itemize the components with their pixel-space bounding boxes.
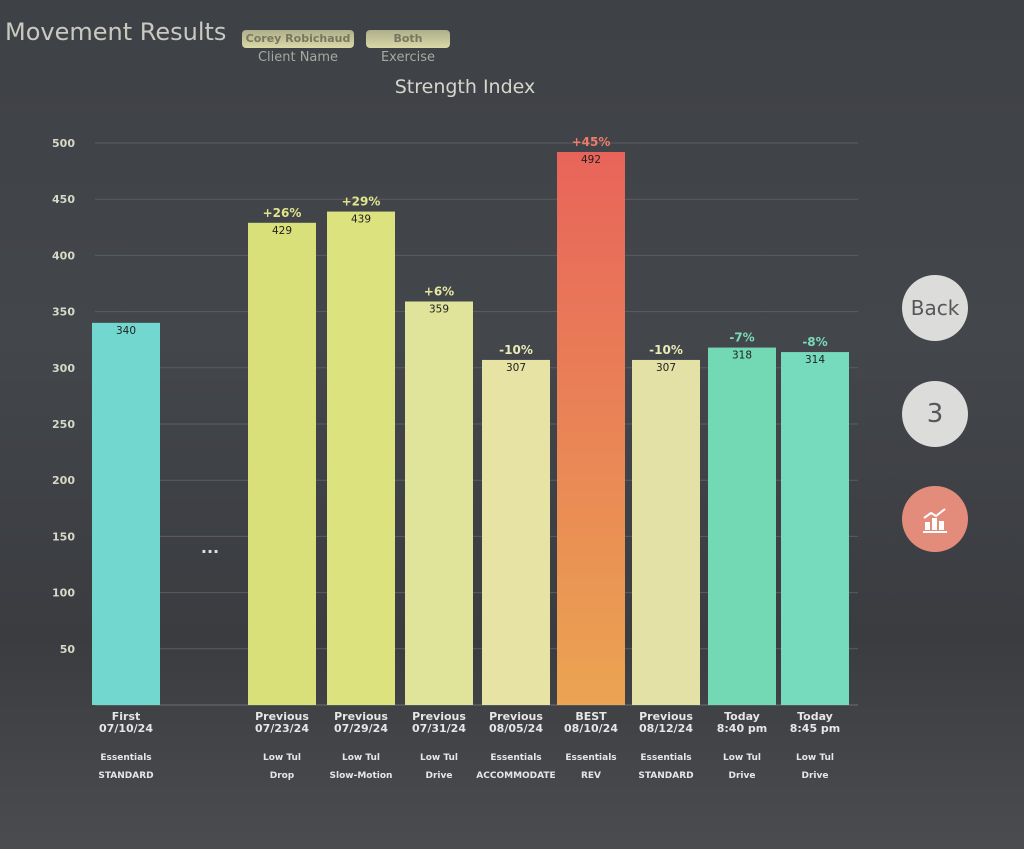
y-tick-label: 350: [52, 306, 75, 319]
bar-value-label: 359: [429, 303, 449, 315]
bar-change-label: +29%: [342, 195, 381, 209]
chart-title: Strength Index: [394, 76, 536, 98]
exercise-field[interactable]: Both: [366, 30, 450, 48]
x-label: First: [112, 710, 141, 723]
x-label: Previous: [489, 710, 543, 723]
x-label: Previous: [412, 710, 466, 723]
x-program-label: Low Tul: [420, 753, 458, 763]
bar: [405, 301, 473, 705]
x-mode-label: STANDARD: [638, 771, 693, 781]
x-label: Previous: [639, 710, 693, 723]
bar-change-label: +26%: [263, 206, 302, 220]
x-date-label: 07/29/24: [334, 722, 388, 735]
y-tick-label: 250: [52, 418, 75, 431]
x-program-label: Low Tul: [263, 753, 301, 763]
bar-value-label: 439: [351, 214, 371, 226]
bar-value-label: 340: [116, 325, 136, 337]
bar-value-label: 307: [656, 362, 676, 374]
x-date-label: 07/23/24: [255, 722, 309, 735]
chart-icon: [923, 508, 947, 533]
x-label: Previous: [255, 710, 309, 723]
x-program-label: Low Tul: [796, 753, 834, 763]
bar-change-label: +45%: [572, 135, 611, 149]
bar-value-label: 429: [272, 225, 292, 237]
bar: [632, 359, 700, 705]
bar: [482, 359, 550, 705]
y-tick-label: 200: [52, 474, 75, 487]
x-date-label: 08/05/24: [489, 722, 543, 735]
x-label: Previous: [334, 710, 388, 723]
client-name-field[interactable]: Corey Robichaud: [242, 30, 354, 48]
x-program-label: Essentials: [100, 753, 151, 763]
bar-change-label: -10%: [499, 343, 533, 357]
x-program-label: Essentials: [640, 753, 691, 763]
x-program-label: Essentials: [565, 753, 616, 763]
bar: [248, 222, 316, 705]
x-label: Today: [724, 710, 760, 723]
bar: [327, 211, 395, 705]
bar-value-label: 307: [506, 362, 526, 374]
x-program-label: Essentials: [490, 753, 541, 763]
x-mode-label: ACCOMMODATE: [476, 771, 555, 781]
x-date-label: 8:45 pm: [790, 722, 841, 735]
x-label: Today: [797, 710, 833, 723]
y-tick-label: 400: [52, 249, 75, 262]
y-tick-label: 50: [60, 643, 76, 656]
bar: [781, 352, 849, 705]
ellipsis-gap: ...: [201, 538, 219, 557]
client-name-label: Client Name: [257, 50, 339, 65]
chart-view-button[interactable]: [902, 486, 968, 552]
x-mode-label: Drop: [270, 771, 295, 781]
x-label: BEST: [575, 710, 607, 723]
x-date-label: 07/10/24: [99, 722, 153, 735]
x-program-label: Low Tul: [723, 753, 761, 763]
exercise-label: Exercise: [380, 50, 436, 65]
x-mode-label: Drive: [729, 771, 756, 781]
bar-change-label: +6%: [424, 284, 454, 298]
x-program-label: Low Tul: [342, 753, 380, 763]
bar-change-label: -8%: [802, 335, 827, 349]
bar-value-label: 314: [805, 354, 825, 366]
x-mode-label: Drive: [802, 771, 829, 781]
y-tick-label: 500: [52, 137, 75, 150]
bar-change-label: -7%: [729, 331, 754, 345]
y-tick-label: 300: [52, 362, 75, 375]
page-title: Movement Results: [5, 18, 227, 46]
x-date-label: 08/10/24: [564, 722, 618, 735]
x-date-label: 8:40 pm: [717, 722, 768, 735]
x-mode-label: Drive: [426, 771, 453, 781]
bar-change-label: -10%: [649, 343, 683, 357]
back-button[interactable]: Back: [902, 275, 968, 341]
x-mode-label: STANDARD: [98, 771, 153, 781]
x-date-label: 07/31/24: [412, 722, 466, 735]
y-tick-label: 150: [52, 530, 75, 543]
bar: [557, 151, 625, 705]
bar: [92, 322, 160, 705]
y-tick-label: 450: [52, 193, 75, 206]
x-date-label: 08/12/24: [639, 722, 693, 735]
x-mode-label: REV: [581, 771, 601, 781]
y-tick-label: 100: [52, 587, 75, 600]
bar: [708, 347, 776, 705]
bar-value-label: 492: [581, 154, 601, 166]
x-mode-label: Slow-Motion: [330, 771, 393, 781]
page-number-button[interactable]: 3: [902, 381, 968, 447]
bar-value-label: 318: [732, 350, 752, 362]
